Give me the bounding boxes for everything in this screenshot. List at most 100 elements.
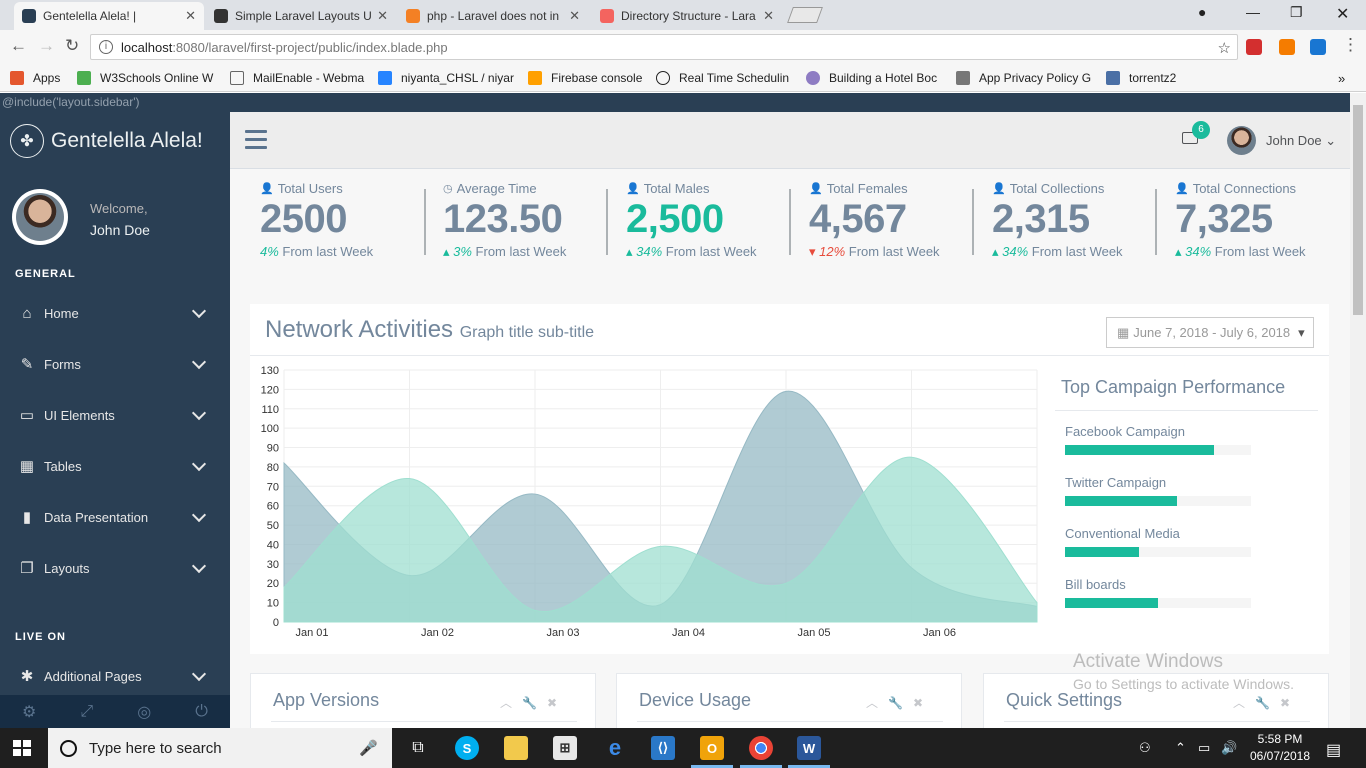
date-range-text: June 7, 2018 - July 6, 2018 <box>1133 325 1291 340</box>
back-icon[interactable]: ← <box>10 36 27 55</box>
chrome-menu-icon[interactable]: ⋮ <box>1342 35 1359 54</box>
minimize-icon[interactable]: — <box>1246 4 1260 20</box>
scrollbar-thumb[interactable] <box>1353 105 1363 315</box>
campaign-divider <box>1055 410 1318 411</box>
chevron-up-icon[interactable]: ︿ <box>1232 696 1255 710</box>
bookmark-star-icon[interactable]: ☆ <box>1217 40 1231 57</box>
address-bar[interactable]: i localhost:8080/laravel/first-project/p… <box>90 34 1238 60</box>
avatar[interactable] <box>1227 126 1256 155</box>
network-icon[interactable]: ▭ <box>1198 740 1211 755</box>
chevron-down-icon <box>191 666 207 681</box>
sidebar-item-layouts[interactable]: ❐ Layouts <box>0 548 230 588</box>
extension-icon[interactable] <box>1279 39 1295 55</box>
close-icon[interactable]: ✖ <box>546 696 567 710</box>
panel-controls[interactable]: ︿🔧✖ <box>500 694 567 711</box>
brand-logo[interactable]: ✤ Gentelella Alela! <box>10 124 203 158</box>
reload-icon[interactable]: ↻ <box>65 36 80 55</box>
sidebar-item-data-presentation[interactable]: ▮ Data Presentation <box>0 497 230 537</box>
power-icon[interactable]: ⏻ <box>195 702 208 720</box>
tile-compare: From last Week <box>1028 244 1123 259</box>
windows-start-icon[interactable] <box>13 740 31 756</box>
chevron-up-icon[interactable]: ︿ <box>865 696 888 710</box>
close-tab-icon[interactable]: ✕ <box>569 8 580 23</box>
progress-bar <box>1065 547 1251 557</box>
restore-icon[interactable]: ❐ <box>1290 4 1303 20</box>
vscode-icon[interactable]: ⟨⟩ <box>651 736 675 760</box>
system-clock[interactable]: 5:58 PM 06/07/2018 <box>1243 731 1317 765</box>
skype-icon[interactable]: S <box>455 736 479 760</box>
edge-icon[interactable]: e <box>608 735 622 760</box>
bar-chart-icon: ▮ <box>22 509 32 526</box>
avatar-image <box>16 193 64 241</box>
store-icon[interactable]: ⊞ <box>553 736 577 760</box>
bookmark-item[interactable]: Apps <box>10 71 60 85</box>
word-icon[interactable]: W <box>797 736 821 760</box>
stat-tile: 👤 Total Males 2,500 ▴ 34% From last Week <box>626 181 809 261</box>
sidebar-item-additional-pages[interactable]: ✱ Additional Pages <box>0 656 230 696</box>
page-viewport: @include('layout.sidebar') ✤ Gentelella … <box>0 93 1350 728</box>
user-menu[interactable]: John Doe ⌄ <box>1266 133 1336 149</box>
info-icon[interactable]: i <box>99 40 113 54</box>
taskbar-search[interactable]: Type here to search 🎤 <box>48 728 392 768</box>
people-icon[interactable]: ⚇ <box>1139 740 1151 755</box>
action-center-icon[interactable]: ▤ <box>1326 742 1342 759</box>
bookmark-item[interactable]: Building a Hotel Boc <box>806 71 937 85</box>
top-nav: 6 John Doe ⌄ <box>230 112 1350 169</box>
extension-icon[interactable] <box>1246 39 1262 55</box>
bookmark-label: Firebase console <box>551 71 643 85</box>
chrome-icon[interactable] <box>749 736 773 760</box>
browser-tab[interactable]: Simple Laravel Layouts U ✕ <box>206 2 396 30</box>
bookmark-item[interactable]: W3Schools Online W <box>77 71 213 85</box>
page-scrollbar[interactable] <box>1350 93 1366 728</box>
chevron-up-icon[interactable]: ︿ <box>499 696 522 710</box>
gear-icon[interactable]: ⚙ <box>22 703 37 721</box>
close-window-icon[interactable]: ✕ <box>1336 6 1350 23</box>
sidebar-item-home[interactable]: ⌂ Home <box>0 293 230 333</box>
wrench-icon[interactable]: 🔧 <box>887 696 913 710</box>
browser-tab[interactable]: Directory Structure - Lara ✕ <box>592 2 782 30</box>
date-range-picker[interactable]: ▦ June 7, 2018 - July 6, 2018 ▾ <box>1106 317 1314 348</box>
outlook-icon[interactable]: O <box>700 736 724 760</box>
menu-toggle-icon[interactable] <box>245 130 267 154</box>
address-row: ← → ↻ i localhost:8080/laravel/first-pro… <box>0 30 1366 64</box>
close-tab-icon[interactable]: ✕ <box>763 8 774 23</box>
wrench-icon[interactable]: 🔧 <box>521 696 547 710</box>
bookmark-item[interactable]: Real Time Schedulin <box>656 71 789 85</box>
extension-icon[interactable] <box>1310 39 1326 55</box>
wrench-icon[interactable]: 🔧 <box>1254 696 1280 710</box>
bookmark-item[interactable]: Firebase console <box>528 71 642 85</box>
bookmark-item[interactable]: App Privacy Policy G <box>956 71 1091 85</box>
notification-badge: 6 <box>1192 121 1210 139</box>
browser-tab[interactable]: Gentelella Alela! | ✕ <box>14 2 204 30</box>
microphone-icon[interactable]: 🎤 <box>359 740 378 757</box>
close-tab-icon[interactable]: ✕ <box>377 8 388 23</box>
tile-label: Total Users <box>277 181 343 196</box>
panel-controls[interactable]: ︿🔧✖ <box>1233 694 1300 711</box>
profile-name: John Doe <box>90 222 150 238</box>
bookmark-item[interactable]: niyanta_CHSL / niyar <box>378 71 514 85</box>
profile-icon[interactable]: ● <box>1198 4 1207 20</box>
new-tab-button[interactable] <box>787 7 823 23</box>
close-icon[interactable]: ✖ <box>1279 696 1300 710</box>
file-explorer-icon[interactable] <box>504 736 528 760</box>
panel-controls[interactable]: ︿🔧✖ <box>866 694 933 711</box>
chevron-up-icon[interactable]: ⌃ <box>1175 740 1186 755</box>
forward-icon[interactable]: → <box>38 36 55 55</box>
fullscreen-icon[interactable]: ⤢ <box>80 702 94 720</box>
github-favicon-icon <box>214 9 228 23</box>
sidebar-item-ui-elements[interactable]: ▭ UI Elements <box>0 395 230 435</box>
bookmark-item[interactable]: MailEnable - Webma <box>230 71 364 85</box>
sidebar-item-forms[interactable]: ✎ Forms <box>0 344 230 384</box>
sidebar-item-tables[interactable]: ▦ Tables <box>0 446 230 486</box>
eye-slash-icon[interactable]: ◎ <box>137 703 152 721</box>
volume-icon[interactable]: 🔊 <box>1221 740 1238 755</box>
tile-compare: From last Week <box>662 244 757 259</box>
bookmark-item[interactable]: torrentz2 <box>1106 71 1176 85</box>
close-tab-icon[interactable]: ✕ <box>185 8 196 23</box>
close-icon[interactable]: ✖ <box>912 696 933 710</box>
caret-down-icon: ▾ <box>1298 324 1305 340</box>
task-view-icon[interactable]: ⧉ <box>412 739 424 756</box>
campaign-item: Twitter Campaign <box>1065 475 1251 506</box>
browser-tab[interactable]: php - Laravel does not in ✕ <box>398 2 588 30</box>
bookmarks-overflow-icon[interactable]: » <box>1338 71 1346 86</box>
